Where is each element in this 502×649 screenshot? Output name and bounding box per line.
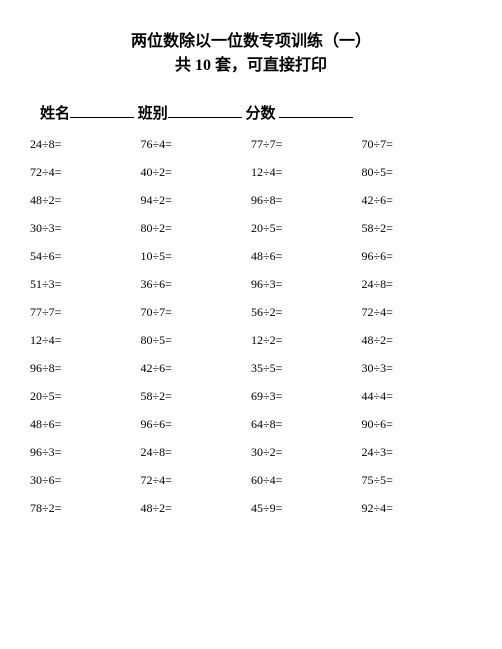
problem-cell: 35÷5= [251,361,362,376]
problem-cell: 42÷6= [362,193,473,208]
problem-cell: 44÷4= [362,389,473,404]
problem-cell: 48÷2= [30,193,141,208]
problem-cell: 70÷7= [141,305,252,320]
problem-cell: 48÷2= [141,501,252,516]
problem-cell: 92÷4= [362,501,473,516]
problem-cell: 54÷6= [30,249,141,264]
title-line-1: 两位数除以一位数专项训练（一） [30,30,472,54]
problem-cell: 10÷5= [141,249,252,264]
problem-cell: 30÷2= [251,445,362,460]
problem-cell: 36÷6= [141,277,252,292]
problem-cell: 30÷3= [362,361,473,376]
problem-cell: 58÷2= [141,389,252,404]
problem-cell: 70÷7= [362,137,473,152]
problem-cell: 64÷8= [251,417,362,432]
problem-cell: 80÷5= [141,333,252,348]
problem-cell: 24÷8= [362,277,473,292]
problems-grid: 24÷8=76÷4=77÷7=70÷7=72÷4=40÷2=12÷4=80÷5=… [30,137,472,516]
class-underline [168,103,242,118]
problem-cell: 48÷6= [251,249,362,264]
score-underline [279,103,353,118]
class-label: 班别 [138,106,168,122]
problem-cell: 96÷3= [30,445,141,460]
problem-cell: 69÷3= [251,389,362,404]
title-block: 两位数除以一位数专项训练（一） 共 10 套，可直接打印 [30,30,472,78]
problem-cell: 96÷8= [30,361,141,376]
problem-cell: 78÷2= [30,501,141,516]
problem-cell: 75÷5= [362,473,473,488]
problem-cell: 72÷4= [141,473,252,488]
problem-cell: 94÷2= [141,193,252,208]
problem-cell: 60÷4= [251,473,362,488]
problem-cell: 45÷9= [251,501,362,516]
problem-cell: 24÷3= [362,445,473,460]
problem-cell: 24÷8= [141,445,252,460]
name-underline [70,103,134,118]
problem-cell: 12÷2= [251,333,362,348]
problem-cell: 20÷5= [30,389,141,404]
problem-cell: 30÷6= [30,473,141,488]
problem-cell: 48÷6= [30,417,141,432]
problem-cell: 80÷2= [141,221,252,236]
score-label: 分数 [246,106,276,122]
problem-cell: 72÷4= [362,305,473,320]
problem-cell: 90÷6= [362,417,473,432]
problem-cell: 96÷6= [141,417,252,432]
problem-cell: 96÷8= [251,193,362,208]
problem-cell: 51÷3= [30,277,141,292]
problem-cell: 76÷4= [141,137,252,152]
name-label: 姓名 [40,106,70,122]
problem-cell: 72÷4= [30,165,141,180]
problem-cell: 20÷5= [251,221,362,236]
problem-cell: 77÷7= [30,305,141,320]
problem-cell: 96÷3= [251,277,362,292]
problem-cell: 96÷6= [362,249,473,264]
problem-cell: 42÷6= [141,361,252,376]
problem-cell: 12÷4= [251,165,362,180]
problem-cell: 80÷5= [362,165,473,180]
problem-cell: 58÷2= [362,221,473,236]
problem-cell: 77÷7= [251,137,362,152]
problem-cell: 12÷4= [30,333,141,348]
problem-cell: 48÷2= [362,333,473,348]
problem-cell: 30÷3= [30,221,141,236]
problem-cell: 24÷8= [30,137,141,152]
problem-cell: 40÷2= [141,165,252,180]
info-row: 姓名 班别 分数 [30,102,472,123]
title-line-2: 共 10 套，可直接打印 [30,54,472,78]
problem-cell: 56÷2= [251,305,362,320]
